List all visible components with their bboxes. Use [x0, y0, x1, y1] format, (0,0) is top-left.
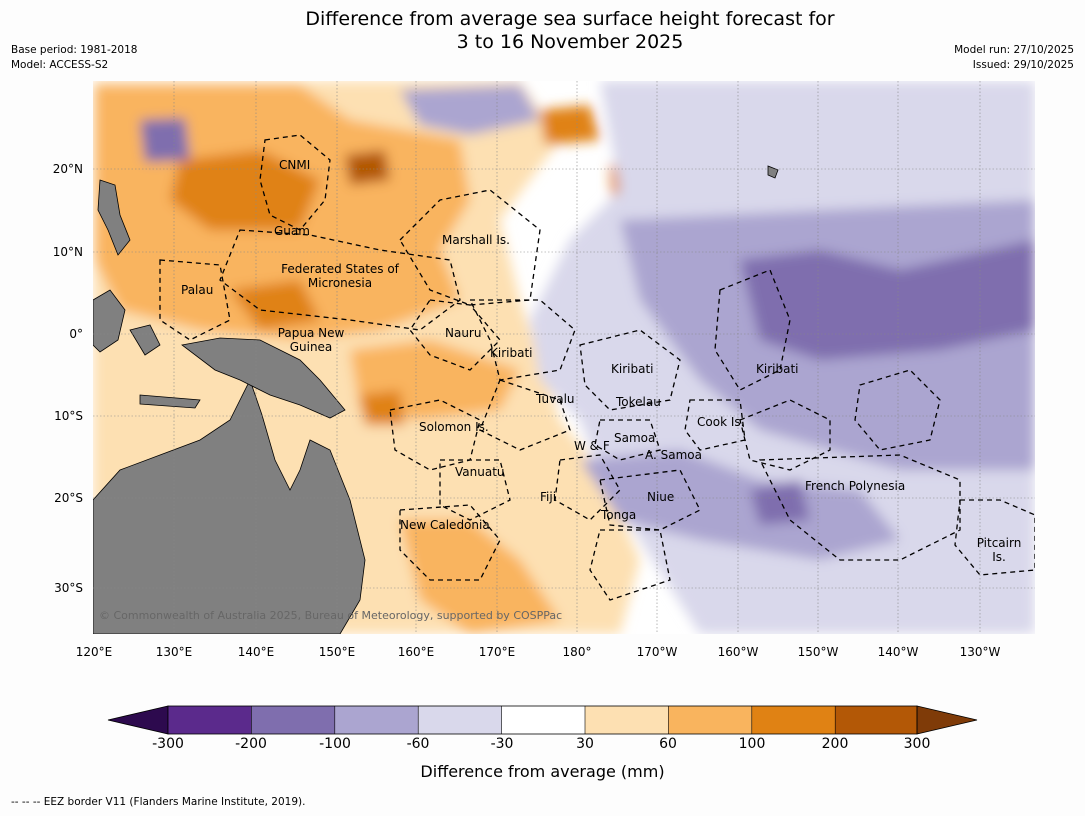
label-solomon-islands: Solomon Is. — [419, 420, 489, 434]
eez-borders — [159, 134, 1035, 601]
colorbar-bin-8 — [751, 706, 836, 734]
map-area[interactable] — [0, 0, 1035, 634]
label-pitcairn: Pitcairn Is. — [976, 536, 1022, 564]
lon-tick: 150°W — [797, 645, 839, 659]
colorbar-title: Difference from average (mm) — [420, 762, 665, 781]
colorbar-bin-9 — [835, 706, 917, 734]
lon-tick: 140°E — [237, 645, 275, 659]
label-guam: Guam — [274, 224, 310, 238]
issued-date: Issued: 29/10/2025 — [972, 59, 1074, 71]
label-nauru: Nauru — [445, 326, 482, 340]
label-tokelau: Tokelau — [616, 395, 661, 409]
colorbar-arrow-right — [916, 705, 978, 735]
philippines-land — [97, 179, 131, 256]
label-kiribati-central: Kiribati — [611, 362, 654, 376]
label-tuvalu: Tuvalu — [536, 392, 575, 406]
indonesia-land — [129, 324, 201, 409]
model-name: Model: ACCESS-S2 — [11, 59, 109, 71]
anomaly-positive-strong-3 — [360, 390, 405, 425]
map-title: Difference from average sea surface heig… — [0, 8, 1085, 54]
lat-tick: 20°N — [52, 162, 83, 176]
label-kiribati-west: Kiribati — [490, 346, 533, 360]
label-fsm: Federated States of Micronesia — [281, 262, 399, 290]
anomaly-negative-north — [400, 85, 540, 135]
colorbar-arrow-left — [107, 705, 169, 735]
lon-tick: 170°E — [478, 645, 516, 659]
label-marshall-islands: Marshall Is. — [442, 233, 510, 247]
label-tonga: Tonga — [601, 508, 637, 522]
lon-tick: 130°E — [155, 645, 193, 659]
anomaly-negative-strong — [740, 240, 1035, 360]
new-guinea-land — [181, 337, 346, 419]
lon-tick: 150°E — [318, 645, 356, 659]
borneo-land — [93, 289, 126, 353]
base-period: Base period: 1981-2018 — [11, 44, 138, 56]
anomaly-negative-medium-2 — [580, 450, 900, 560]
title-line1: Difference from average sea surface heig… — [305, 8, 835, 30]
lon-tick: 140°W — [877, 645, 919, 659]
anomaly-positive-medium-3 — [400, 520, 560, 634]
label-cook-islands: Cook Is. — [697, 415, 745, 429]
colorbar-tick: -300 — [152, 736, 184, 752]
colorbar-tick: 30 — [576, 736, 594, 752]
anomaly-positive-strong-2 — [230, 280, 320, 330]
colorbar-tick: 100 — [738, 736, 766, 752]
copyright-notice: © Commonwealth of Australia 2025, Bureau… — [99, 609, 563, 622]
anomaly-positive-darkest — [345, 150, 390, 185]
colorbar-tick: -100 — [319, 736, 351, 752]
anomaly-positive-strong-4 — [540, 105, 600, 145]
gridlines — [93, 81, 1035, 634]
lon-tick: 180° — [562, 645, 592, 659]
lon-tick: 120°E — [75, 645, 113, 659]
colorbar-tick: 200 — [821, 736, 849, 752]
colorbar-tick: -30 — [490, 736, 514, 752]
model-run: Model run: 27/10/2025 — [954, 44, 1074, 56]
label-american-samoa: A. Samoa — [645, 448, 702, 462]
colorbar-bin-3 — [334, 706, 419, 734]
label-french-polynesia: French Polynesia — [805, 479, 906, 493]
lat-tick: 30°S — [54, 581, 83, 595]
colorbar-bin-4 — [418, 706, 502, 734]
colorbar-bin-2 — [251, 706, 335, 734]
meta-left: Base period: 1981-2018 Model: ACCESS-S2 — [11, 43, 137, 73]
australia-land — [93, 378, 366, 634]
colorbar-bin-7 — [668, 706, 752, 734]
label-samoa: Samoa — [614, 431, 656, 445]
label-fiji: Fiji — [540, 490, 557, 504]
title-line2: 3 to 16 November 2025 — [456, 31, 684, 53]
label-kiribati-east: Kiribati — [756, 362, 799, 376]
eez-footnote: -- -- -- EEZ border V11 (Flanders Marine… — [11, 796, 306, 808]
anomaly-positive-strong — [170, 150, 320, 230]
colorbar-tick: 300 — [903, 736, 931, 752]
label-wallis-futuna: W & F — [574, 439, 610, 453]
lon-tick: 170°W — [636, 645, 678, 659]
colorbar-tick: 60 — [659, 736, 677, 752]
lat-tick: 0° — [69, 327, 83, 341]
anomaly-negative-strong-2 — [750, 480, 810, 525]
label-vanuatu: Vanuatu — [455, 465, 505, 479]
colorbar-tick: -200 — [235, 736, 267, 752]
label-cnmi: CNMI — [279, 158, 311, 172]
colorbar-tick: -60 — [406, 736, 430, 752]
meta-right: Model run: 27/10/2025 Issued: 29/10/2025 — [954, 43, 1074, 73]
label-png: Papua New Guinea — [277, 326, 345, 354]
colorbar — [107, 705, 978, 735]
colorbar-bin-1 — [168, 706, 252, 734]
lon-tick: 160°W — [717, 645, 759, 659]
lon-tick: 130°W — [959, 645, 1001, 659]
lon-tick: 160°E — [397, 645, 435, 659]
colorbar-bin-5 — [501, 706, 585, 734]
label-palau: Palau — [181, 283, 214, 297]
label-new-caledonia: New Caledonia — [400, 518, 490, 532]
colorbar-bin-6 — [585, 706, 669, 734]
lat-tick: 10°N — [52, 245, 83, 259]
label-niue: Niue — [647, 490, 675, 504]
lat-tick: 10°S — [54, 409, 83, 423]
lat-tick: 20°S — [54, 491, 83, 505]
anomaly-negative-north-2 — [140, 118, 190, 162]
